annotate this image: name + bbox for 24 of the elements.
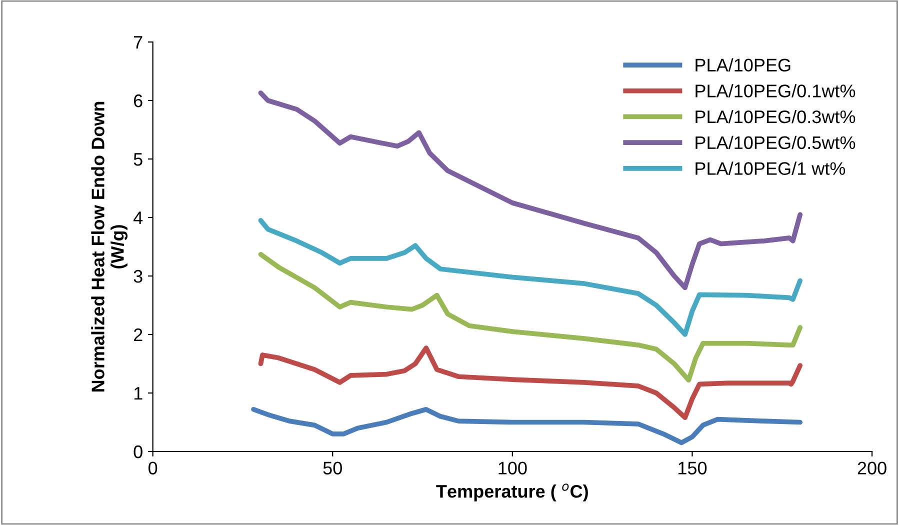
y-tick-label: 7 xyxy=(134,36,142,49)
legend-label: PLA/10PEG/0.3wt% xyxy=(696,110,856,124)
line-series xyxy=(258,252,803,383)
x-tick-label: 50 xyxy=(323,462,342,474)
x-tick-label: 100 xyxy=(498,462,527,474)
y-tick-label: 3 xyxy=(134,270,142,283)
x-tick-label: 0 xyxy=(148,462,158,474)
legend-label: PLA/10PEG/0.5wt% xyxy=(696,136,856,150)
y-tick-label: 5 xyxy=(134,153,142,166)
y-tick-label: 4 xyxy=(133,212,143,224)
x-tick-label: 150 xyxy=(678,462,707,474)
y-tick-label: 0 xyxy=(134,445,142,458)
y-tick-label: 6 xyxy=(134,94,142,108)
legend-label: PLA/10PEG xyxy=(696,58,790,72)
y-tick-label: 2 xyxy=(134,328,142,342)
line-series xyxy=(258,346,803,420)
line-series xyxy=(258,218,803,337)
y-axis-title: Normalized Heat Flow Endo Down (W/g) xyxy=(91,102,128,392)
line-series xyxy=(251,406,803,446)
y-tick-label: 1 xyxy=(134,387,142,400)
legend-label: PLA/10PEG/0.1wt% xyxy=(696,84,856,98)
x-axis-title: Temperature ( $^{o}$C) xyxy=(436,484,588,502)
x-tick-label: 200 xyxy=(858,462,886,474)
legend-label: PLA/10PEG/1 wt% xyxy=(696,162,846,175)
